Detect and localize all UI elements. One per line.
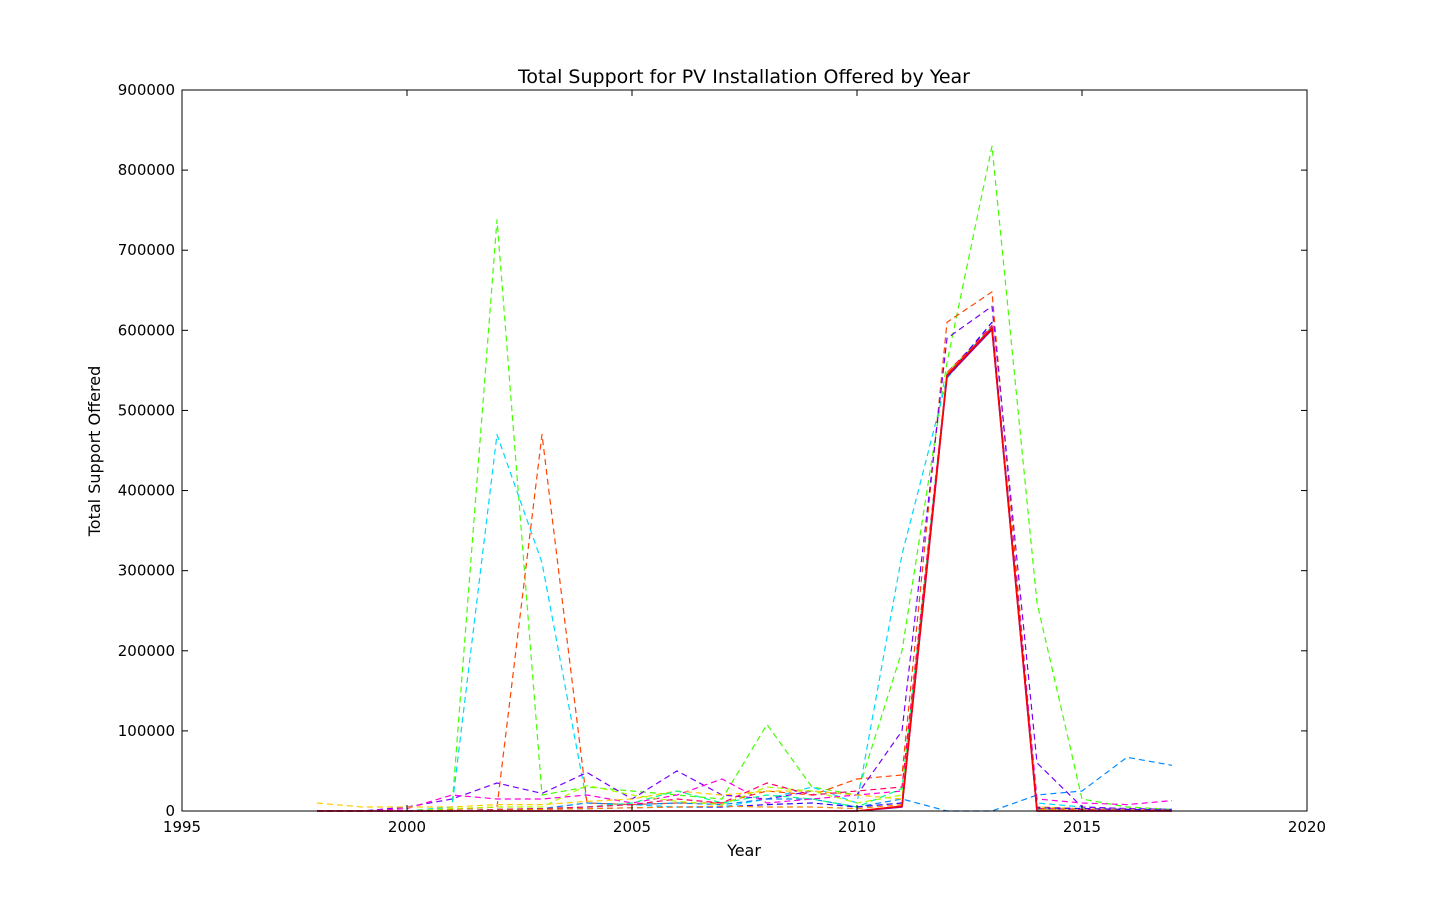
series-line-1 (317, 145, 1173, 812)
x-axis-label: Year (726, 841, 761, 860)
axis-ticks: 1995 2000 2005 2010 2015 2020 0 100000 200000 300… (118, 81, 1326, 836)
y-axis-label: Total Support Offered (85, 366, 104, 537)
y-tick-label: 400000 (118, 482, 175, 500)
y-tick-label: 700000 (118, 241, 175, 259)
y-tick-label: 300000 (118, 562, 175, 580)
x-tick-label: 1995 (163, 818, 201, 836)
y-tick-label: 900000 (118, 81, 175, 99)
y-tick-label: 600000 (118, 321, 175, 339)
y-tick-label: 500000 (118, 401, 175, 419)
series-line-6 (317, 327, 1173, 812)
chart-title: Total Support for PV Installation Offere… (517, 66, 970, 88)
plot-frame (181, 89, 1308, 812)
x-tick-label: 2000 (388, 818, 426, 836)
x-tick-label: 2010 (838, 818, 876, 836)
y-tick-label: 100000 (118, 722, 175, 740)
x-tick-label: 2005 (613, 818, 651, 836)
series-line-8 (317, 328, 1173, 812)
x-tick-label: 2020 (1288, 818, 1326, 836)
y-tick-label: 200000 (118, 642, 175, 660)
series-line-4 (317, 305, 1173, 812)
x-tick-label: 2015 (1063, 818, 1101, 836)
y-tick-label: 800000 (118, 161, 175, 179)
series-line-3 (317, 291, 1173, 812)
y-tick-label: 0 (165, 802, 175, 820)
